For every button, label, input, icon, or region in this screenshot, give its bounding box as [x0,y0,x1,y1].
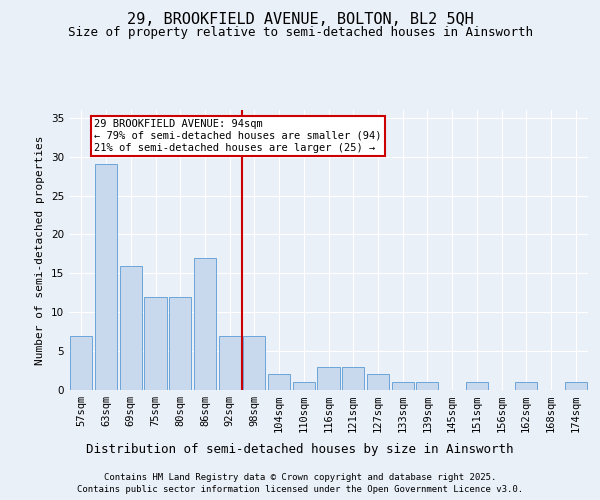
Bar [70,336,92,390]
Bar [194,258,216,390]
Bar [243,336,265,390]
Bar [466,382,488,390]
Text: Contains public sector information licensed under the Open Government Licence v3: Contains public sector information licen… [77,485,523,494]
Bar [119,266,142,390]
Bar [416,382,439,390]
Text: Distribution of semi-detached houses by size in Ainsworth: Distribution of semi-detached houses by … [86,442,514,456]
Text: 29, BROOKFIELD AVENUE, BOLTON, BL2 5QH: 29, BROOKFIELD AVENUE, BOLTON, BL2 5QH [127,12,473,28]
Bar [392,382,414,390]
Bar [218,336,241,390]
Bar [342,366,364,390]
Text: Contains HM Land Registry data © Crown copyright and database right 2025.: Contains HM Land Registry data © Crown c… [104,472,496,482]
Bar [317,366,340,390]
Bar [169,296,191,390]
Bar [268,374,290,390]
Bar [145,296,167,390]
Text: 29 BROOKFIELD AVENUE: 94sqm
← 79% of semi-detached houses are smaller (94)
21% o: 29 BROOKFIELD AVENUE: 94sqm ← 79% of sem… [94,120,382,152]
Text: Size of property relative to semi-detached houses in Ainsworth: Size of property relative to semi-detach… [67,26,533,39]
Bar [367,374,389,390]
Bar [515,382,538,390]
Bar [95,164,117,390]
Y-axis label: Number of semi-detached properties: Number of semi-detached properties [35,135,46,365]
Bar [565,382,587,390]
Bar [293,382,315,390]
